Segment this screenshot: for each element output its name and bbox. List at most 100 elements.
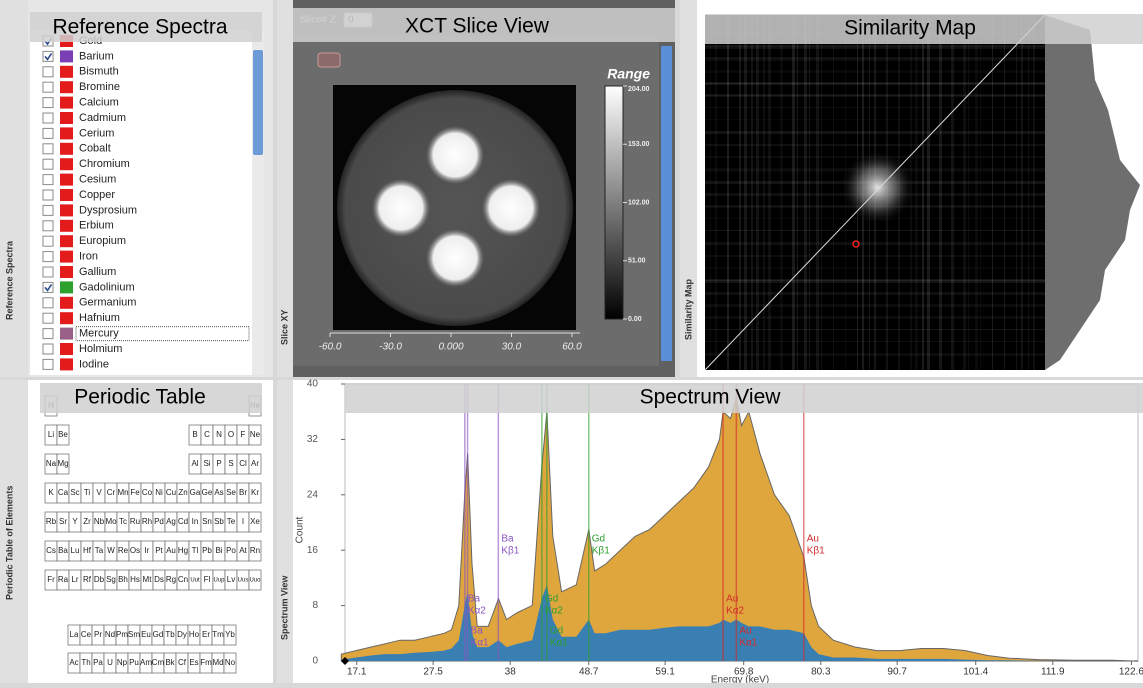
streak: [939, 15, 942, 370]
color-swatch[interactable]: [60, 50, 73, 62]
element-symbol: Gd: [153, 630, 164, 639]
color-swatch[interactable]: [60, 112, 73, 124]
color-swatch[interactable]: [60, 143, 73, 155]
color-swatch[interactable]: [60, 220, 73, 232]
color-swatch[interactable]: [60, 204, 73, 216]
scroll-thumb[interactable]: [253, 50, 263, 155]
x-tick-label: 38: [505, 667, 517, 678]
color-swatch[interactable]: [60, 158, 73, 170]
element-name: Bromine: [79, 81, 120, 93]
streak: [951, 15, 954, 370]
element-symbol: Rn: [250, 546, 260, 555]
element-symbol: Ti: [84, 488, 91, 497]
color-swatch[interactable]: [60, 189, 73, 201]
element-symbol: Pb: [202, 546, 212, 555]
checkbox[interactable]: [43, 344, 53, 354]
element-symbol: Fl: [204, 575, 211, 584]
element-symbol: Bk: [165, 658, 175, 667]
color-swatch[interactable]: [60, 328, 73, 340]
checkbox[interactable]: [43, 221, 53, 231]
element-symbol: Sg: [106, 575, 116, 584]
line-element: Gd: [592, 534, 605, 545]
color-swatch[interactable]: [60, 266, 73, 278]
element-symbol: Se: [226, 488, 236, 497]
color-swatch[interactable]: [60, 66, 73, 78]
color-swatch[interactable]: [60, 81, 73, 93]
checkbox[interactable]: [43, 82, 53, 92]
checkbox[interactable]: [43, 298, 53, 308]
side-label: Reference Spectra: [4, 240, 14, 320]
element-symbol: Na: [46, 459, 57, 468]
color-swatch[interactable]: [60, 297, 73, 309]
checkbox[interactable]: [43, 236, 53, 246]
color-swatch[interactable]: [60, 281, 73, 293]
checkbox[interactable]: [43, 144, 53, 154]
similarity-block: [840, 150, 915, 225]
element-symbol: Hs: [130, 575, 140, 584]
color-swatch[interactable]: [60, 97, 73, 109]
x-tick-label: 0.000: [438, 342, 463, 353]
x-tick-label: 122.6: [1119, 667, 1143, 678]
element-name: Iodine: [79, 358, 109, 370]
color-swatch[interactable]: [60, 312, 73, 324]
checkbox[interactable]: [43, 98, 53, 108]
checkbox[interactable]: [43, 313, 53, 323]
element-symbol: Dy: [177, 630, 187, 639]
streak: [797, 15, 798, 370]
checkbox[interactable]: [43, 159, 53, 169]
streak: [792, 15, 795, 370]
element-symbol: Cf: [178, 658, 187, 667]
streak: [715, 15, 717, 370]
element-symbol: Li: [48, 430, 54, 439]
streak: [705, 354, 1045, 356]
checkbox[interactable]: [43, 128, 53, 138]
element-symbol: Sb: [214, 517, 224, 526]
checkbox[interactable]: [43, 359, 53, 369]
color-swatch[interactable]: [60, 251, 73, 263]
element-symbol: P: [216, 459, 221, 468]
checkbox[interactable]: [43, 175, 53, 185]
slice-scrollbar[interactable]: [661, 46, 672, 361]
checkbox[interactable]: [43, 67, 53, 77]
checkbox[interactable]: [43, 205, 53, 215]
color-swatch[interactable]: [60, 127, 73, 139]
color-swatch[interactable]: [60, 235, 73, 247]
element-symbol: Xe: [250, 517, 260, 526]
streak: [780, 15, 783, 370]
colorbar-tick-label: 51.00: [628, 258, 646, 265]
element-symbol: Tb: [165, 630, 175, 639]
element-symbol: Uut: [190, 578, 200, 584]
element-symbol: Mn: [117, 488, 128, 497]
element-name: Holmium: [79, 343, 122, 355]
element-symbol: As: [214, 488, 223, 497]
checkbox[interactable]: [43, 267, 53, 277]
slice-icon[interactable]: [318, 53, 340, 67]
element-symbol: Fm: [200, 658, 212, 667]
checkbox[interactable]: [43, 190, 53, 200]
color-swatch[interactable]: [60, 174, 73, 186]
streak: [768, 15, 771, 370]
element-symbol: Lv: [227, 575, 235, 584]
color-swatch[interactable]: [60, 343, 73, 355]
x-tick-label: -60.0: [319, 342, 342, 353]
streak: [821, 15, 822, 370]
element-name: Bismuth: [79, 66, 119, 78]
line-name: Kβ1: [501, 546, 519, 557]
color-swatch[interactable]: [60, 358, 73, 370]
line-element: Gd: [550, 626, 563, 637]
element-symbol: Rb: [46, 517, 57, 526]
side-label: Periodic Table of Elements: [4, 486, 14, 600]
x-axis-label: Energy (keV): [711, 675, 769, 683]
checkbox[interactable]: [43, 113, 53, 123]
element-symbol: Cs: [46, 546, 56, 555]
element-symbol: Y: [72, 517, 78, 526]
element-symbol: Eu: [141, 630, 151, 639]
element-symbol: Db: [94, 575, 105, 584]
checkbox[interactable]: [43, 329, 53, 339]
side-label: Spectrum View: [279, 575, 289, 640]
y-tick-label: 32: [307, 434, 319, 445]
insert: [426, 126, 484, 184]
element-symbol: Ba: [58, 546, 68, 555]
checkbox[interactable]: [43, 252, 53, 262]
element-symbol: Cu: [166, 488, 176, 497]
